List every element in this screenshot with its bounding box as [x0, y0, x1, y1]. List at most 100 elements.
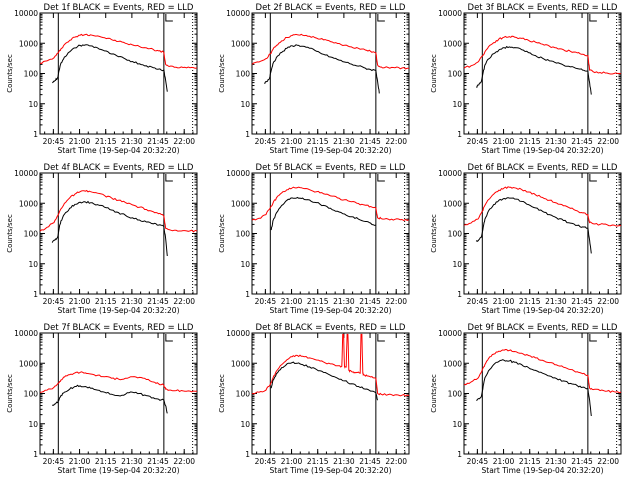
y-tick-label: 100	[236, 70, 251, 79]
detector-panel-4: Det 4f BLACK = Events, RED = LLD 1 10 100 10…	[6, 163, 198, 315]
x-tick-label: 22:00	[385, 137, 407, 146]
x-tick-label: 22:00	[173, 137, 195, 146]
x-tick-label: 21:15	[307, 137, 329, 146]
plot-frame	[39, 12, 198, 135]
y-tick-label: 10	[240, 100, 250, 109]
x-axis-label: Start Time (19-Sep-04 20:32:20)	[58, 146, 180, 155]
y-tick-label: 1	[33, 290, 38, 299]
y-tick-label: 10	[28, 260, 38, 269]
lld-series-line	[463, 348, 622, 394]
y-tick-label: 1000	[231, 199, 250, 208]
y-tick-label: 1	[245, 450, 250, 459]
y-tick-label: 100	[24, 70, 39, 79]
plot-frame	[463, 172, 622, 295]
lld-series-line	[251, 33, 410, 70]
marker-bracket	[165, 334, 173, 342]
events-series-line	[51, 384, 168, 414]
panel-title: Det 5f BLACK = Events, RED = LLD	[256, 163, 406, 173]
y-tick-label: 1000	[231, 359, 250, 368]
y-tick-label: 1000	[19, 199, 38, 208]
x-tick-label: 21:30	[121, 137, 143, 146]
y-axis-label: Counts/sec	[218, 374, 226, 413]
x-axis-label: Start Time (19-Sep-04 20:32:20)	[270, 466, 392, 475]
y-tick-label: 10	[452, 260, 462, 269]
x-tick-label: 21:15	[519, 297, 541, 306]
events-series-line	[51, 200, 168, 257]
y-tick-label: 100	[448, 390, 463, 399]
marker-bracket	[377, 14, 385, 22]
x-tick-label: 22:00	[385, 457, 407, 466]
y-tick-label: 10000	[226, 329, 250, 338]
x-tick-label: 21:30	[545, 457, 567, 466]
x-tick-label: 21:15	[95, 457, 117, 466]
detector-panel-6: Det 6f BLACK = Events, RED = LLD 1 10 100 10…	[430, 163, 622, 315]
y-tick-label: 10000	[438, 329, 462, 338]
plot-frame	[251, 332, 410, 455]
lld-series-line	[39, 189, 198, 233]
plot-frame	[251, 172, 410, 295]
marker-bracket	[589, 174, 597, 182]
plot-frame	[39, 172, 198, 295]
x-tick-label: 21:30	[333, 457, 355, 466]
y-axis-label: Counts/sec	[6, 54, 14, 93]
x-tick-label: 22:00	[597, 297, 619, 306]
y-axis-label: Counts/sec	[218, 214, 226, 253]
y-axis-label: Counts/sec	[6, 374, 14, 413]
x-tick-label: 22:00	[597, 457, 619, 466]
detector-panel-5: Det 5f BLACK = Events, RED = LLD 1 10 100 10…	[218, 163, 410, 315]
x-axis-label: Start Time (19-Sep-04 20:32:20)	[482, 466, 604, 475]
panel-title: Det 6f BLACK = Events, RED = LLD	[468, 163, 618, 173]
panel-title: Det 1f BLACK = Events, RED = LLD	[44, 3, 194, 13]
x-tick-label: 21:15	[95, 137, 117, 146]
plot-frame	[463, 332, 622, 455]
x-tick-label: 21:00	[69, 297, 91, 306]
marker-bracket	[377, 174, 385, 182]
events-series-line	[270, 196, 377, 231]
panel-title: Det 4f BLACK = Events, RED = LLD	[44, 163, 194, 173]
events-series-line	[270, 361, 379, 401]
y-tick-label: 10	[452, 100, 462, 109]
panel-title: Det 7f BLACK = Events, RED = LLD	[44, 323, 194, 333]
detector-panel-1: Det 1f BLACK = Events, RED = LLD 1 10 100 10…	[6, 3, 198, 155]
lld-series-line	[463, 186, 622, 227]
marker-bracket	[165, 14, 173, 22]
x-tick-label: 22:00	[385, 297, 407, 306]
x-tick-label: 21:15	[519, 457, 541, 466]
lld-series-line	[251, 186, 410, 222]
lld-series-line	[39, 33, 198, 69]
detector-panel-7: Det 7f BLACK = Events, RED = LLD 1 10 100 10…	[6, 323, 198, 475]
x-tick-label: 20:45	[255, 457, 277, 466]
y-tick-label: 1000	[443, 359, 462, 368]
lld-series-line	[463, 35, 622, 75]
x-tick-label: 21:00	[493, 137, 515, 146]
y-axis-label: Counts/sec	[218, 54, 226, 93]
x-tick-label: 22:00	[173, 297, 195, 306]
x-tick-label: 21:15	[95, 297, 117, 306]
x-tick-label: 21:00	[281, 297, 303, 306]
y-tick-label: 10	[452, 420, 462, 429]
panel-title: Det 8f BLACK = Events, RED = LLD	[256, 323, 406, 333]
x-tick-label: 21:45	[571, 457, 593, 466]
detector-panel-2: Det 2f BLACK = Events, RED = LLD 1 10 100 10…	[218, 3, 410, 155]
x-axis-label: Start Time (19-Sep-04 20:32:20)	[482, 306, 604, 315]
x-tick-label: 20:45	[467, 297, 489, 306]
y-tick-label: 10000	[438, 9, 462, 18]
x-tick-label: 22:00	[597, 137, 619, 146]
events-series-line	[476, 45, 592, 95]
x-tick-label: 20:45	[43, 457, 65, 466]
x-tick-label: 21:30	[121, 457, 143, 466]
x-tick-label: 21:15	[519, 137, 541, 146]
panel-title: Det 3f BLACK = Events, RED = LLD	[468, 3, 618, 13]
y-tick-label: 10	[28, 100, 38, 109]
y-tick-label: 100	[448, 230, 463, 239]
panel-title: Det 9f BLACK = Events, RED = LLD	[468, 323, 618, 333]
x-tick-label: 21:45	[359, 137, 381, 146]
x-tick-label: 21:45	[359, 297, 381, 306]
y-axis-label: Counts/sec	[430, 54, 438, 93]
x-tick-label: 20:45	[467, 457, 489, 466]
y-tick-label: 10000	[226, 9, 250, 18]
plot-frame	[463, 12, 622, 135]
y-tick-label: 1000	[231, 39, 250, 48]
y-tick-label: 1	[245, 290, 250, 299]
